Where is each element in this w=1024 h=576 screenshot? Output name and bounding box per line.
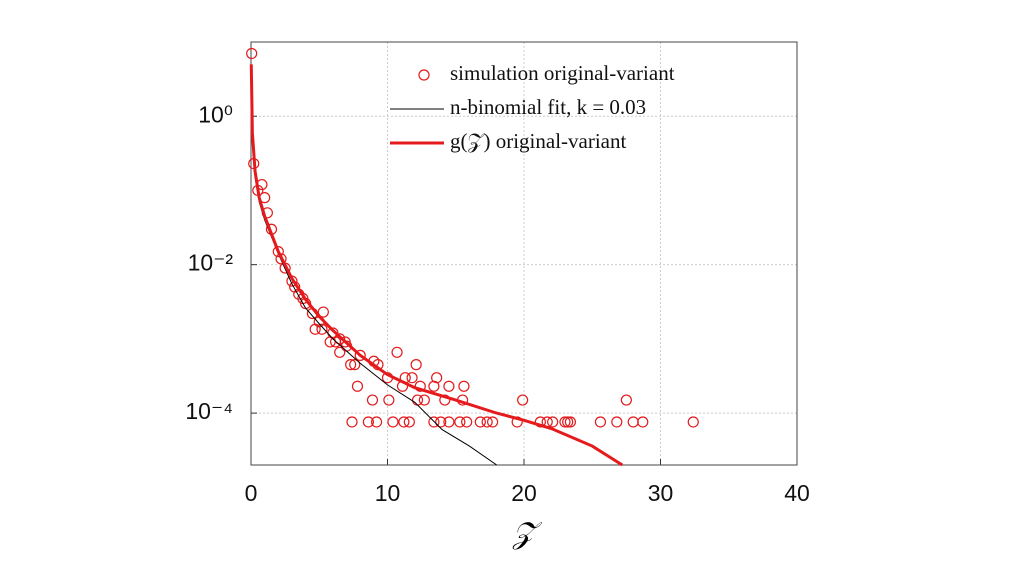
scatter-point	[309, 323, 321, 335]
scatter-point	[458, 380, 470, 392]
x-tick-label: 10	[375, 480, 401, 506]
scatter-point	[517, 394, 529, 406]
scatter-point	[564, 416, 577, 428]
legend-marker	[418, 69, 430, 81]
scatter-point	[354, 349, 366, 361]
legend-label: g(𝒵) original-variant	[450, 129, 626, 153]
scatter-point	[487, 416, 499, 428]
scatter-point	[317, 306, 329, 318]
scatter-point	[272, 246, 284, 258]
scatter-point	[481, 416, 493, 428]
y-tick-label: 10⁻⁴	[185, 398, 233, 424]
scatter-point	[349, 359, 361, 371]
scatter-point	[443, 416, 455, 428]
scatter-point	[454, 416, 466, 428]
scatter-point	[391, 346, 403, 358]
scatter-point	[547, 416, 559, 428]
scatter-point	[339, 336, 351, 348]
scatter-point	[403, 416, 415, 428]
scatter-point	[687, 416, 699, 428]
x-tick-label: 30	[648, 480, 674, 506]
scatter-point	[351, 380, 364, 392]
scatter-point	[362, 416, 374, 428]
scatter-point	[383, 394, 395, 406]
legend-label: simulation original-variant	[450, 61, 675, 85]
x-tick-label: 40	[784, 480, 810, 506]
x-tick-label: 20	[511, 480, 537, 506]
scatter-point	[559, 416, 571, 428]
scatter-point	[324, 336, 336, 348]
scatter-point	[637, 416, 649, 428]
scatter-point	[443, 380, 455, 392]
scatter-point	[387, 416, 399, 428]
scatter-point	[410, 359, 422, 371]
scatter-point	[461, 416, 473, 428]
plot-frame	[250, 41, 798, 466]
scatter-point	[370, 416, 383, 428]
scatter-point	[620, 394, 632, 406]
scatter-point	[345, 359, 357, 371]
scatter-point	[246, 47, 258, 60]
scatter-point	[406, 372, 418, 384]
scatter-point	[346, 416, 358, 428]
scatter-point	[431, 372, 443, 384]
x-tick-label: 0	[245, 480, 258, 506]
scatter-point	[594, 416, 607, 428]
scatter-point	[428, 416, 440, 428]
scatter-point	[439, 394, 451, 406]
scatter-point	[316, 323, 328, 335]
scatter-point	[534, 416, 546, 428]
line	[249, 64, 624, 467]
scatter-point	[611, 416, 623, 428]
legend-label: n-binomial fit, k = 0.03	[450, 95, 646, 119]
scatter-point	[398, 416, 410, 428]
scatter-point	[474, 416, 486, 428]
scatter-point	[418, 394, 430, 406]
scatter-point	[562, 416, 574, 428]
scatter-point	[334, 346, 346, 358]
scatter-point	[435, 416, 447, 428]
scatter-point	[366, 394, 379, 406]
y-tick-label: 10⁻²	[188, 250, 234, 276]
y-tick-label: 10⁰	[198, 101, 233, 127]
